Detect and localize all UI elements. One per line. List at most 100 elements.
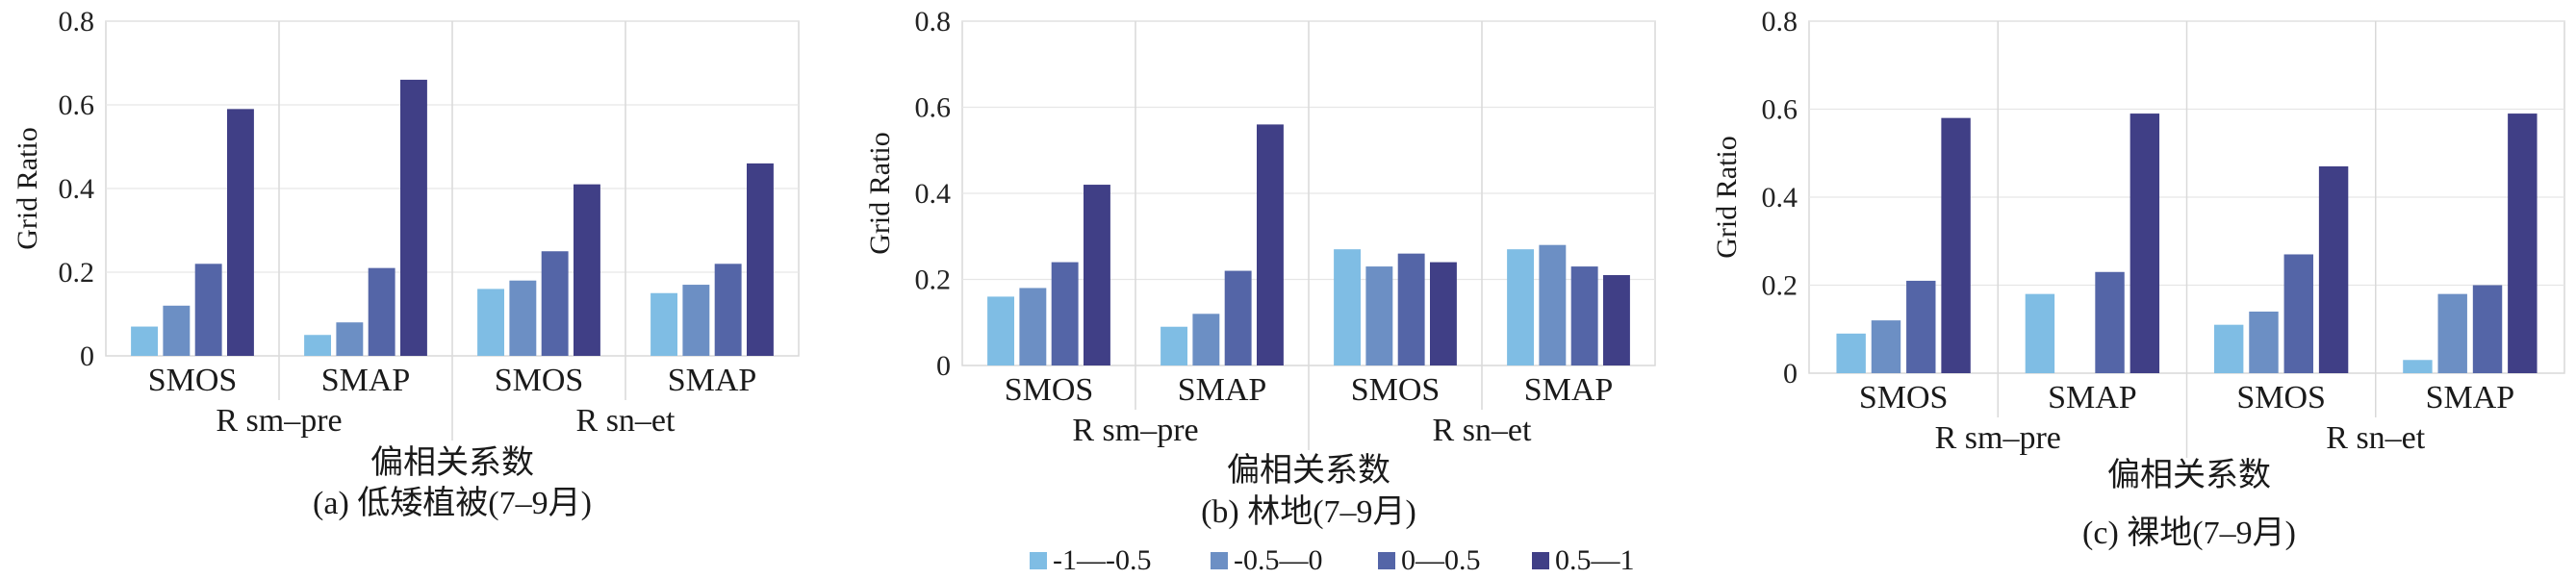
y-tick-label: 0.8 bbox=[915, 6, 952, 38]
axis-caption: 偏相关系数 bbox=[2107, 457, 2271, 493]
bar bbox=[368, 267, 395, 356]
legend-label: -1—-0.5 bbox=[1053, 544, 1151, 576]
y-tick-label: 0.6 bbox=[915, 92, 952, 124]
chart-panel-1: 0 0.2 0.4 0.6 0.8 SMOS SMAP SMOS SMAP R sm–pre R s… bbox=[12, 6, 800, 521]
group-label: R sm–pre bbox=[216, 403, 342, 439]
category-label: SMOS bbox=[1351, 372, 1441, 408]
y-tick-label: 0.4 bbox=[1762, 182, 1798, 214]
bar bbox=[1397, 253, 1425, 365]
bar bbox=[650, 292, 677, 356]
category-label: SMOS bbox=[1859, 380, 1949, 415]
bar bbox=[400, 79, 427, 357]
y-tick-label: 0.8 bbox=[59, 6, 95, 38]
bar bbox=[336, 322, 364, 356]
bar bbox=[131, 326, 158, 356]
chart-panel-3: 0 0.2 0.4 0.6 0.8 SMOS SMAP SMOS SMAP R sm–pre R s… bbox=[1711, 6, 2565, 551]
bar bbox=[987, 296, 1014, 365]
panel-caption: (b) 林地(7–9月) bbox=[1201, 493, 1416, 530]
bar bbox=[2130, 113, 2160, 373]
y-axis-title: Grid Ratio bbox=[1711, 136, 1743, 259]
category-label: SMOS bbox=[148, 363, 238, 398]
y-tick-label: 0 bbox=[936, 350, 951, 382]
bar bbox=[1160, 326, 1187, 365]
y-axis-title: Grid Ratio bbox=[864, 132, 896, 255]
bar bbox=[2025, 293, 2055, 373]
bar bbox=[541, 251, 569, 356]
group-label: R sm–pre bbox=[1935, 420, 2061, 456]
legend-label: 0.5—1 bbox=[1555, 544, 1635, 576]
bar bbox=[509, 280, 537, 356]
category-label: SMOS bbox=[495, 363, 584, 398]
y-tick-label: 0.6 bbox=[1762, 94, 1798, 126]
category-label: SMOS bbox=[2236, 380, 2326, 415]
bar bbox=[2213, 324, 2244, 373]
y-tick-label: 0 bbox=[1783, 358, 1798, 390]
bar bbox=[1334, 249, 1361, 365]
category-label: SMAP bbox=[1524, 372, 1614, 408]
bar bbox=[227, 109, 254, 356]
legend-swatch bbox=[1532, 552, 1549, 569]
bar bbox=[2472, 285, 2503, 373]
bar bbox=[1871, 320, 1901, 373]
bar bbox=[747, 163, 774, 356]
bar bbox=[1570, 266, 1598, 365]
legend: -1—-0.5 -0.5—0 0—0.5 0.5—1 bbox=[1030, 544, 1635, 576]
y-tick-label: 0.4 bbox=[59, 173, 95, 205]
legend-swatch bbox=[1211, 552, 1228, 569]
legend-swatch bbox=[1030, 552, 1047, 569]
category-label: SMAP bbox=[2048, 380, 2137, 415]
y-axis-title: Grid Ratio bbox=[12, 127, 43, 250]
bar bbox=[1941, 117, 1971, 374]
bar bbox=[1836, 333, 1866, 373]
bar bbox=[1603, 275, 1630, 365]
y-tick-label: 0.8 bbox=[1762, 6, 1798, 38]
category-label: SMAP bbox=[668, 363, 757, 398]
axis-caption: 偏相关系数 bbox=[370, 444, 534, 481]
group-label: R sn–et bbox=[576, 403, 676, 439]
bar bbox=[304, 335, 331, 356]
bar bbox=[1084, 185, 1110, 365]
group-label: R sm–pre bbox=[1072, 413, 1198, 448]
bar bbox=[1224, 270, 1252, 365]
panel-caption: (a) 低矮植被(7–9月) bbox=[313, 485, 592, 521]
bar bbox=[1192, 314, 1220, 365]
bar bbox=[1257, 124, 1284, 365]
bar bbox=[2437, 293, 2467, 373]
bar bbox=[1539, 244, 1567, 365]
category-label: SMAP bbox=[2426, 380, 2515, 415]
bar bbox=[2249, 311, 2279, 373]
bar bbox=[1019, 288, 1047, 365]
category-label: SMOS bbox=[1005, 372, 1094, 408]
bar bbox=[163, 305, 191, 356]
bar bbox=[714, 264, 742, 356]
bar bbox=[194, 264, 222, 356]
y-tick-label: 0.2 bbox=[59, 257, 95, 289]
category-label: SMAP bbox=[1178, 372, 1267, 408]
y-tick-label: 0.2 bbox=[1762, 270, 1798, 302]
legend-label: 0—0.5 bbox=[1401, 544, 1481, 576]
axis-caption: 偏相关系数 bbox=[1227, 452, 1390, 489]
bar bbox=[1051, 262, 1079, 365]
group-label: R sn–et bbox=[2326, 420, 2426, 456]
bar bbox=[1906, 280, 1936, 373]
y-tick-label: 0.4 bbox=[915, 178, 952, 210]
bar bbox=[682, 285, 710, 356]
panel-caption: (c) 裸地(7–9月) bbox=[2082, 515, 2296, 551]
chart-panel-2: 0 0.2 0.4 0.6 0.8 SMOS SMAP SMOS SMAP R sm–pre R s… bbox=[864, 6, 1656, 530]
legend-label: -0.5—0 bbox=[1234, 544, 1323, 576]
bar bbox=[2283, 254, 2313, 373]
bar bbox=[574, 184, 600, 356]
bar bbox=[1507, 249, 1534, 365]
bar bbox=[1430, 262, 1457, 365]
bar bbox=[2318, 165, 2349, 373]
category-label: SMAP bbox=[321, 363, 411, 398]
legend-swatch bbox=[1378, 552, 1395, 569]
bar bbox=[2095, 271, 2125, 373]
y-tick-label: 0.6 bbox=[59, 89, 95, 121]
bar bbox=[2403, 360, 2433, 373]
bar bbox=[477, 289, 504, 356]
bar bbox=[1365, 266, 1393, 365]
bar bbox=[2508, 113, 2538, 373]
group-label: R sn–et bbox=[1433, 413, 1533, 448]
